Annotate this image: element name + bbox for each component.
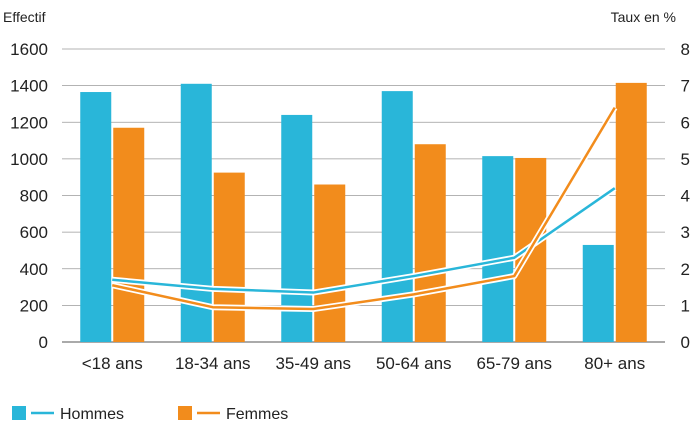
y-left-tick-label: 0 <box>39 333 48 352</box>
bar-femmes <box>113 127 145 343</box>
bar-femmes <box>314 184 346 342</box>
bar-hommes <box>381 91 413 343</box>
y-right-tick-label: 8 <box>681 40 690 59</box>
bar-femmes <box>414 144 446 342</box>
y-left-tick-label: 400 <box>20 260 48 279</box>
bar-hommes <box>80 92 112 342</box>
lines <box>111 106 618 313</box>
bar-femmes <box>615 82 647 343</box>
legend-label: Hommes <box>60 406 124 423</box>
y-left-tick-label: 600 <box>20 223 48 242</box>
x-ticks: <18 ans 18-34 ans 35-49 ans 50-64 ans 65-79 … <box>82 354 645 373</box>
y-left-tick-label: 800 <box>20 187 48 206</box>
y-right-tick-label: 0 <box>681 333 690 352</box>
y-right-tick-label: 7 <box>681 77 690 96</box>
y-right-tick-label: 2 <box>681 260 690 279</box>
bar-hommes <box>582 244 614 342</box>
y-left-tick-label: 1000 <box>10 150 48 169</box>
x-tick-label: 35-49 ans <box>275 354 351 373</box>
y-right-tick-label: 3 <box>681 223 690 242</box>
x-tick-label: 65-79 ans <box>476 354 552 373</box>
x-tick-label: 50-64 ans <box>376 354 452 373</box>
y-left-ticks: 0 200 400 600 800 1000 1200 1400 1600 <box>10 40 48 352</box>
x-tick-label: 80+ ans <box>584 354 645 373</box>
legend: Hommes Femmes <box>12 406 288 423</box>
y-left-tick-label: 200 <box>20 296 48 315</box>
y-right-axis-title: Taux en % <box>611 9 676 25</box>
x-tick-label: <18 ans <box>82 354 143 373</box>
y-right-tick-label: 1 <box>681 296 690 315</box>
x-tick-label: 18-34 ans <box>175 354 251 373</box>
grid <box>62 48 665 343</box>
y-left-axis-title: Effectif <box>3 9 46 25</box>
y-right-tick-label: 4 <box>681 187 690 206</box>
y-right-ticks: 0 1 2 3 4 5 6 7 8 <box>681 40 690 352</box>
legend-label: Femmes <box>226 406 288 423</box>
y-left-tick-label: 1200 <box>10 113 48 132</box>
legend-swatch-bar <box>12 406 26 420</box>
legend-swatch-bar <box>178 406 192 420</box>
y-left-tick-label: 1400 <box>10 77 48 96</box>
y-left-tick-label: 1600 <box>10 40 48 59</box>
bars <box>80 82 647 343</box>
y-right-tick-label: 5 <box>681 150 690 169</box>
bar-femmes <box>213 172 245 342</box>
bar-hommes <box>482 156 514 342</box>
y-right-tick-label: 6 <box>681 113 690 132</box>
line-femmes <box>111 106 616 311</box>
bar-hommes <box>281 114 313 342</box>
